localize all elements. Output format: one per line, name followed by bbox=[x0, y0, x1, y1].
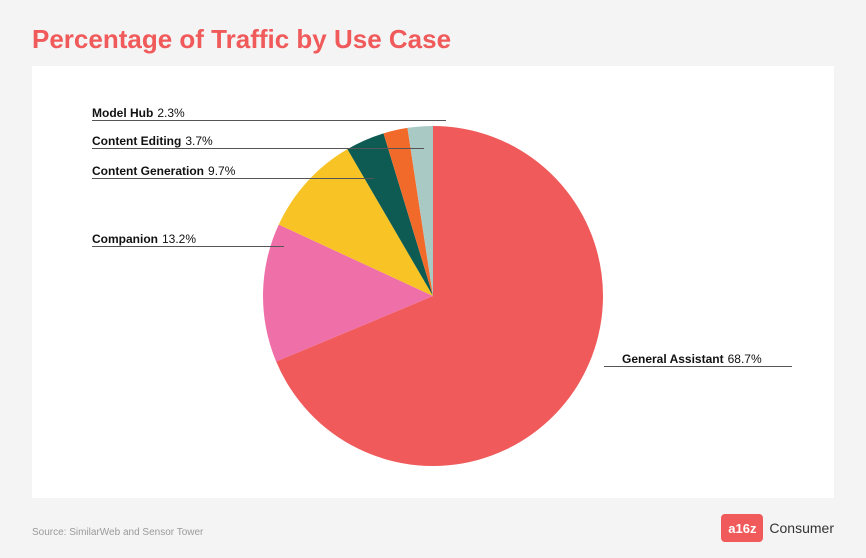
logo-suffix: Consumer bbox=[769, 520, 834, 536]
brand-logo: a16z Consumer bbox=[721, 514, 834, 542]
leader-line bbox=[92, 178, 374, 179]
slice-label-value: 3.7% bbox=[185, 134, 212, 148]
slice-label-value: 9.7% bbox=[208, 164, 235, 178]
slice-label-name: Model Hub bbox=[92, 106, 153, 120]
chart-card: General Assistant 68.7% Companion 13.2% Cont… bbox=[32, 66, 834, 498]
pie-chart bbox=[32, 66, 834, 498]
logo-icon: a16z bbox=[721, 514, 763, 542]
slice-label-name: Content Editing bbox=[92, 134, 181, 148]
leader-line bbox=[92, 148, 424, 149]
chart-title: Percentage of Traffic by Use Case bbox=[32, 24, 451, 55]
slice-label: Content Editing 3.7% bbox=[92, 134, 213, 148]
slice-label: General Assistant 68.7% bbox=[622, 352, 762, 366]
slice-label: Companion 13.2% bbox=[92, 232, 196, 246]
leader-line bbox=[604, 366, 792, 367]
slice-label-value: 2.3% bbox=[157, 106, 184, 120]
slice-label-name: Companion bbox=[92, 232, 158, 246]
slice-label: Content Generation 9.7% bbox=[92, 164, 235, 178]
leader-line bbox=[92, 246, 284, 247]
source-attribution: Source: SimilarWeb and Sensor Tower bbox=[32, 527, 203, 538]
slice-label-name: Content Generation bbox=[92, 164, 204, 178]
slice-label-name: General Assistant bbox=[622, 352, 724, 366]
slice-label-value: 68.7% bbox=[728, 352, 762, 366]
leader-line bbox=[92, 120, 446, 121]
slice-label-value: 13.2% bbox=[162, 232, 196, 246]
slice-label: Model Hub 2.3% bbox=[92, 106, 185, 120]
